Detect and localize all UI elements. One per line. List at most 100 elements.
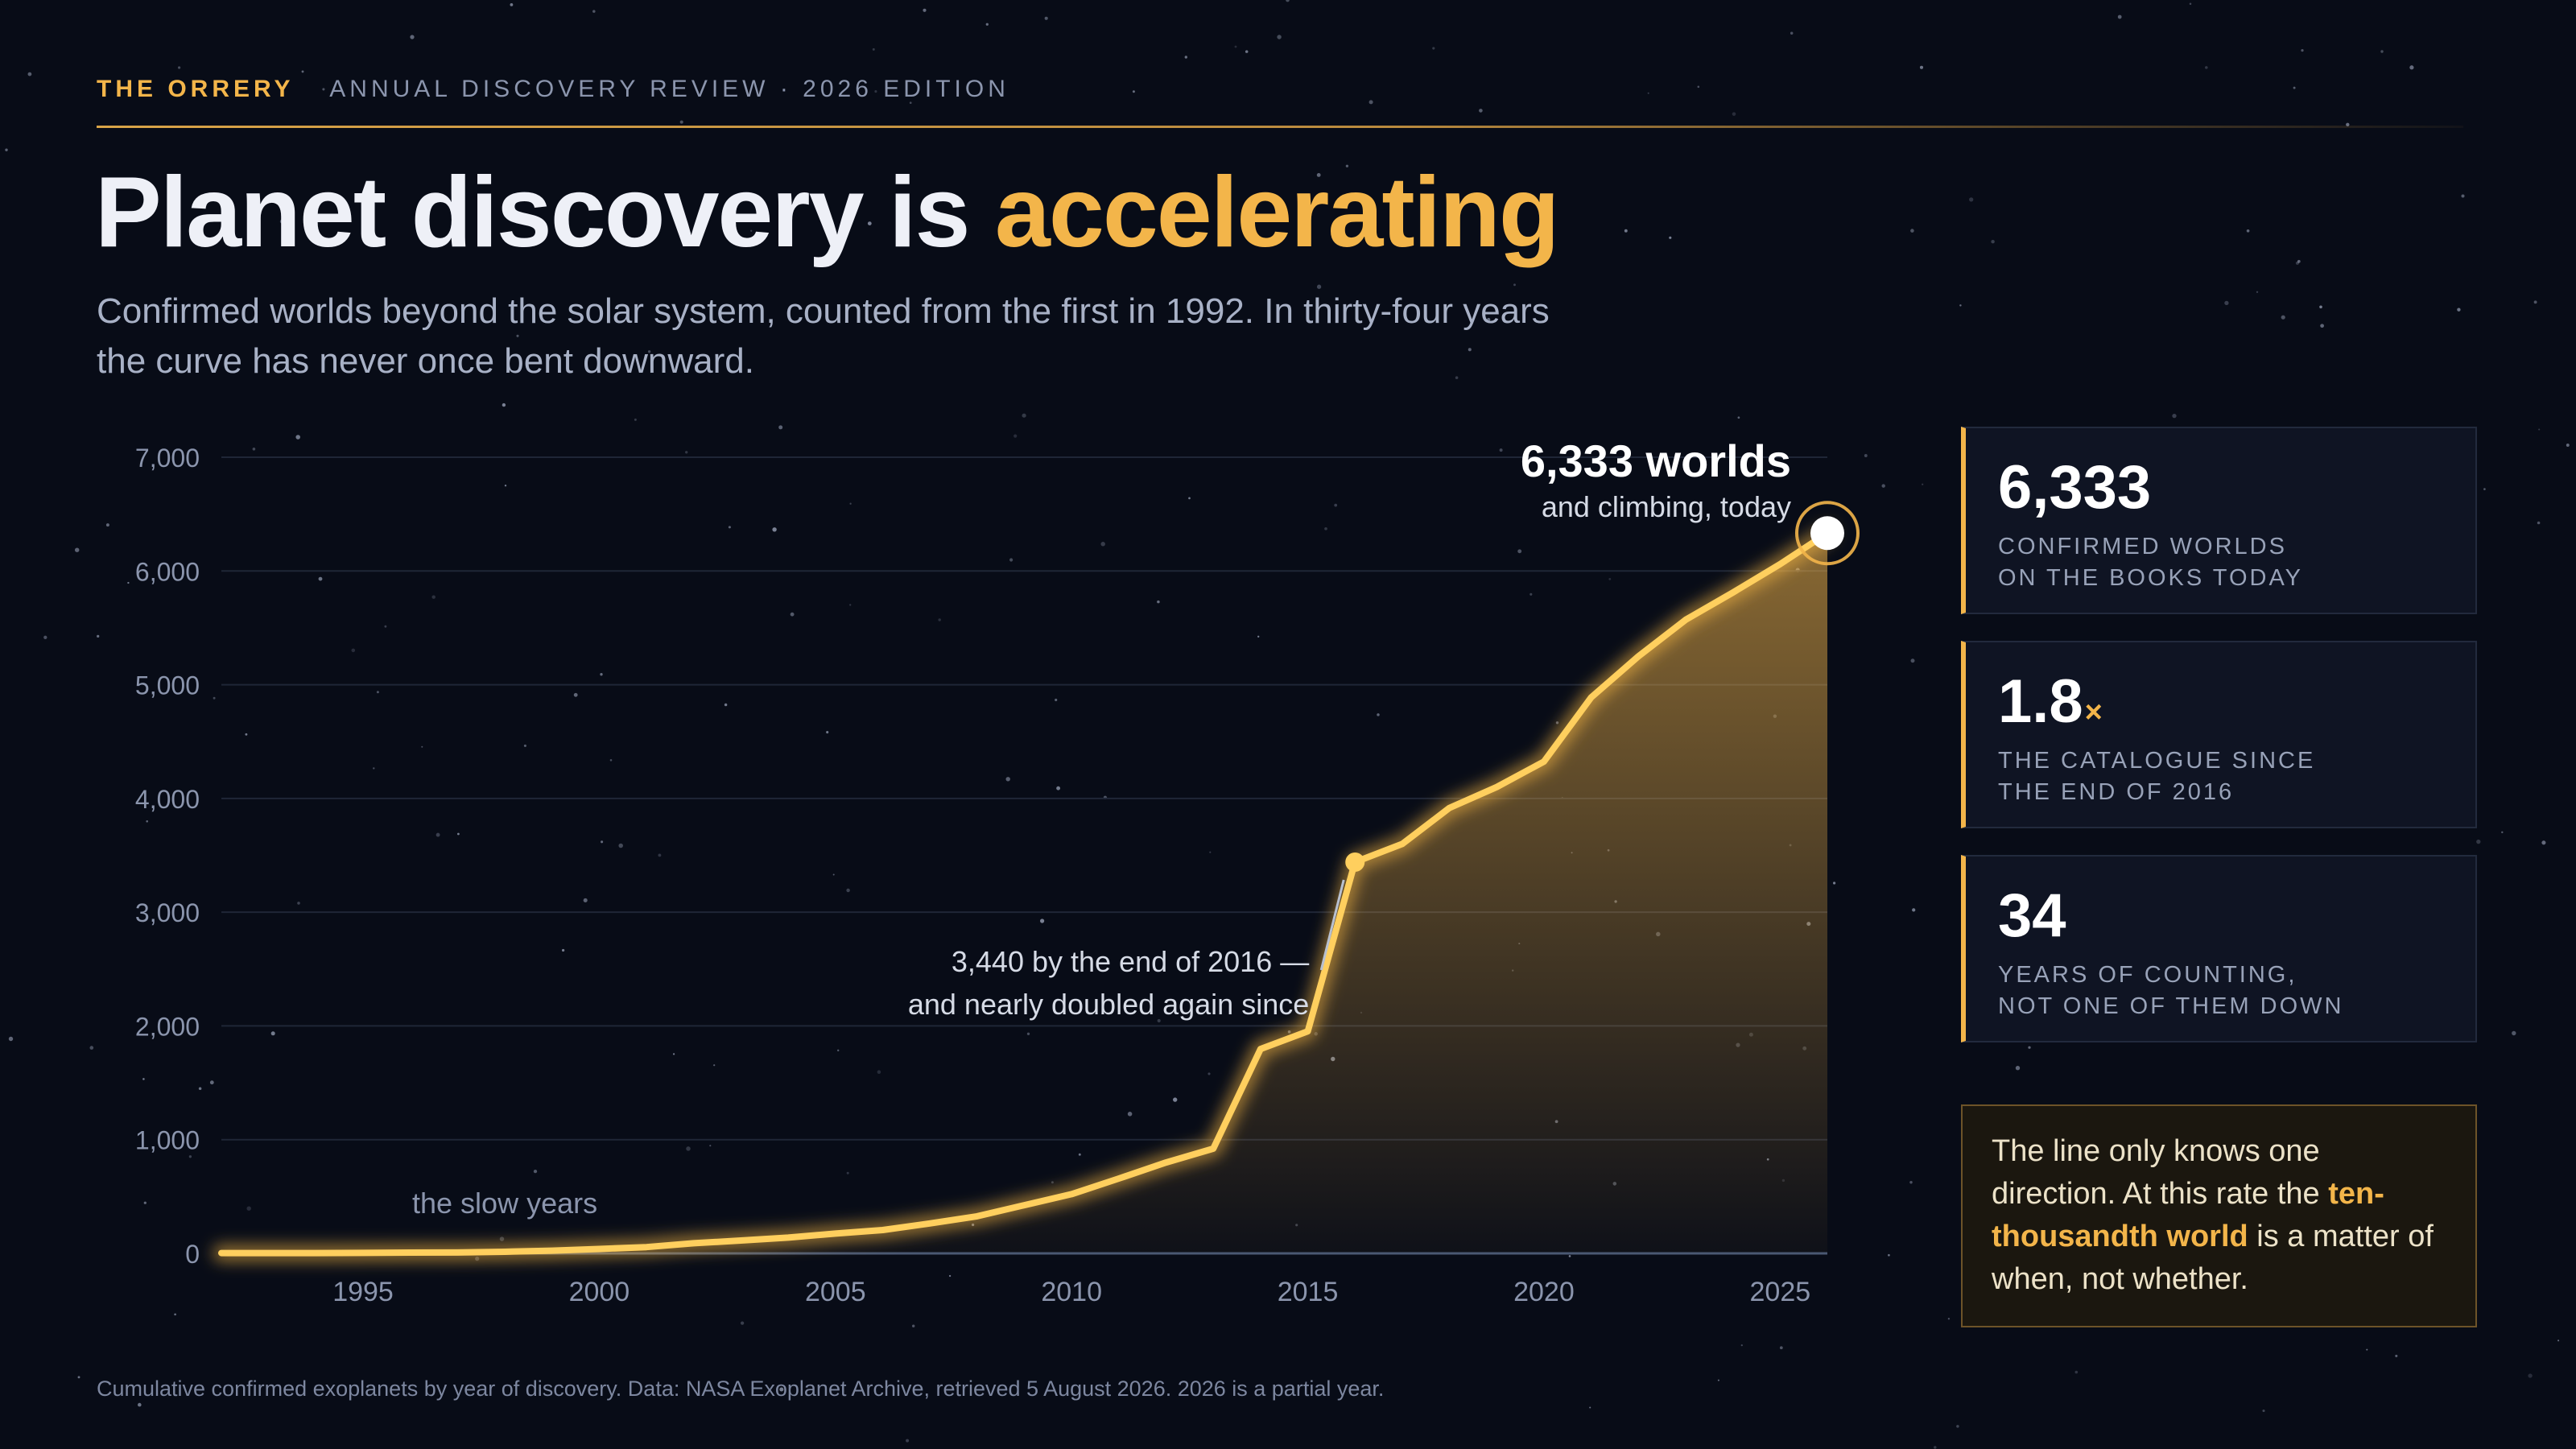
- star: [1334, 503, 1338, 507]
- star: [502, 402, 506, 407]
- star: [647, 350, 651, 353]
- star: [1377, 713, 1380, 716]
- star: [322, 88, 325, 91]
- star: [618, 843, 623, 848]
- data-point: [738, 1238, 744, 1244]
- data-point: [266, 1250, 271, 1256]
- star: [1468, 348, 1472, 352]
- star: [373, 767, 375, 770]
- star: [923, 8, 927, 12]
- star: [685, 451, 688, 454]
- star: [1345, 164, 1349, 167]
- star: [1157, 1018, 1161, 1023]
- data-point: [1116, 1176, 1121, 1182]
- star: [634, 418, 637, 421]
- star: [1740, 1344, 1743, 1347]
- star: [790, 612, 795, 617]
- star: [1499, 448, 1503, 452]
- star: [2528, 1373, 2533, 1378]
- star: [213, 696, 216, 700]
- star: [985, 23, 989, 26]
- annotation-leader: [1319, 879, 1345, 971]
- star: [1132, 90, 1135, 93]
- star: [523, 744, 526, 747]
- source-footnote: Cumulative confirmed exoplanets by year …: [97, 1377, 1385, 1401]
- star: [2205, 66, 2208, 69]
- star: [174, 1313, 176, 1316]
- star: [1969, 197, 1974, 202]
- x-tick-label: 2025: [1750, 1277, 1811, 1307]
- star: [1934, 1446, 1937, 1449]
- stat-value: 1.8×: [1998, 667, 2103, 736]
- star: [421, 745, 423, 748]
- x-tick-label: 2010: [1041, 1277, 1102, 1307]
- star: [2117, 14, 2122, 19]
- star: [2074, 1370, 2079, 1374]
- star: [270, 1031, 275, 1036]
- star: [1479, 109, 1483, 113]
- star: [436, 832, 440, 837]
- data-point: [1163, 1160, 1169, 1166]
- star: [846, 1171, 849, 1174]
- star: [600, 673, 603, 676]
- star: [1324, 526, 1327, 530]
- data-point: [313, 1250, 319, 1256]
- star: [1051, 1181, 1054, 1184]
- star: [2501, 831, 2504, 834]
- star: [1127, 1112, 1133, 1117]
- star: [1009, 558, 1013, 562]
- data-point: [597, 1246, 602, 1252]
- star: [2319, 305, 2322, 309]
- star: [724, 703, 728, 707]
- star: [1589, 1406, 1591, 1409]
- star: [1779, 1346, 1783, 1350]
- star: [1487, 317, 1491, 322]
- callout-highlight: ten-thousandth world: [1992, 1177, 2384, 1253]
- star: [1157, 600, 1160, 604]
- star: [8, 1036, 14, 1042]
- star: [1732, 112, 1736, 116]
- star: [89, 1046, 94, 1050]
- star: [2246, 229, 2250, 233]
- star: [188, 1155, 192, 1158]
- star: [1555, 721, 1559, 724]
- star: [2457, 308, 2461, 312]
- data-point: [927, 1220, 933, 1226]
- star: [143, 1201, 147, 1204]
- star: [1368, 100, 1373, 105]
- data-point: [549, 1248, 555, 1253]
- star: [1947, 1318, 1951, 1320]
- annotation-slow-years: the slow years: [412, 1187, 597, 1220]
- star: [948, 1274, 952, 1278]
- star: [583, 898, 588, 902]
- y-tick-label: 7,000: [135, 444, 200, 473]
- star: [97, 634, 100, 638]
- star: [1397, 190, 1401, 192]
- stat-card-confirmed: 6,333 CONFIRMED WORLDS ON THE BOOKS TODAY: [1961, 427, 2477, 614]
- star: [713, 1064, 716, 1067]
- star: [2533, 300, 2537, 304]
- star: [679, 120, 683, 124]
- star: [351, 648, 356, 653]
- star: [778, 425, 783, 430]
- star: [1209, 851, 1212, 853]
- star: [1022, 413, 1026, 418]
- star: [658, 853, 662, 857]
- star: [2476, 839, 2481, 844]
- x-tick-label: 1995: [332, 1277, 394, 1307]
- star: [510, 3, 514, 6]
- star: [1647, 92, 1649, 94]
- y-tick-label: 5,000: [135, 671, 200, 700]
- star: [1717, 1379, 1719, 1381]
- stat-value: 6,333: [1998, 453, 2152, 522]
- star: [105, 523, 109, 527]
- star: [2015, 1066, 2021, 1071]
- stat-label: YEARS OF COUNTING, NOT ONE OF THEM DOWN: [1998, 962, 2344, 1019]
- star: [1257, 635, 1260, 638]
- star: [1100, 542, 1105, 547]
- y-tick-label: 4,000: [135, 785, 200, 814]
- x-tick-label: 2015: [1278, 1277, 1339, 1307]
- star: [2293, 86, 2296, 89]
- data-point: [832, 1231, 838, 1236]
- star: [5, 148, 8, 151]
